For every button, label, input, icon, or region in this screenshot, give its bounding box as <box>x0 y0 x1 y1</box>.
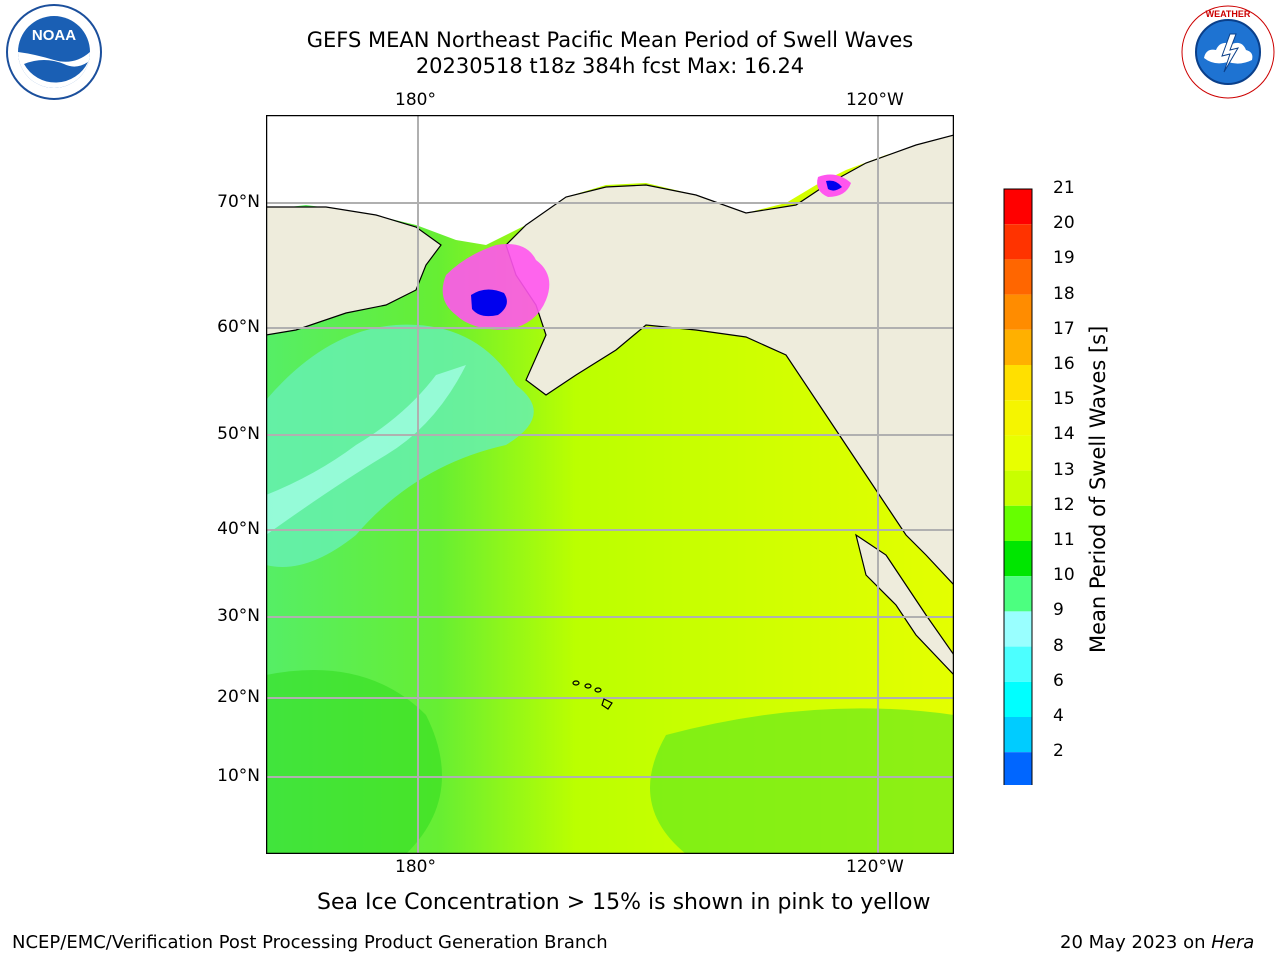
sea-ice-bering <box>442 244 550 330</box>
colorbar-tick-label: 9 <box>1053 600 1064 621</box>
colorbar-tick-label: 21 <box>1053 178 1075 198</box>
green-patch-southeast <box>650 708 954 854</box>
colorbar-tick-label: 14 <box>1053 424 1075 445</box>
colorbar-segment <box>1004 189 1032 225</box>
cyan-patch <box>266 365 466 535</box>
colorbar-segment <box>1004 717 1032 753</box>
colorbar-tick-label: 8 <box>1053 635 1064 656</box>
colorbar-segment <box>1004 541 1032 577</box>
colorbar-segment <box>1004 259 1032 295</box>
colorbar-tick-label: 2 <box>1053 741 1064 762</box>
colorbar-segment <box>1004 400 1032 436</box>
colorbar-segment <box>1004 752 1032 785</box>
colorbar-segment <box>1004 365 1032 401</box>
noaa-logo-text: NOAA <box>32 27 76 44</box>
colorbar-segment <box>1004 224 1032 260</box>
colorbar-tick-label: 16 <box>1053 354 1075 374</box>
colorbar-segment <box>1004 611 1032 647</box>
sea-ice-arctic-core <box>826 180 842 191</box>
colorbar-segment <box>1004 435 1032 471</box>
footer-date: 20 May 2023 on Hera <box>1060 932 1254 953</box>
colorbar-tick-label: 12 <box>1053 494 1075 515</box>
colorbar-segment <box>1004 294 1032 330</box>
lon-label-top-180: 180° <box>395 90 436 110</box>
colorbar <box>1003 188 1033 785</box>
colorbar-tick-label: 20 <box>1053 213 1075 234</box>
colorbar-segment <box>1004 329 1032 365</box>
colorbar-tick-label: 6 <box>1053 670 1064 691</box>
colorbar-segment <box>1004 576 1032 612</box>
colorbar-tick-label: 17 <box>1053 318 1075 339</box>
lon-label-bottom-180: 180° <box>395 857 436 877</box>
cool-patch <box>266 324 534 567</box>
land-siberia <box>266 206 442 336</box>
lat-label-70n: 70°N <box>217 192 260 212</box>
colorbar-segment <box>1004 470 1032 506</box>
footer-machine: Hera <box>1211 932 1255 953</box>
land-north-america <box>505 134 954 586</box>
map-subtitle: 20230518 t18z 384h fcst Max: 16.24 <box>415 54 805 78</box>
colorbar-tick-label: 4 <box>1053 706 1064 726</box>
colorbar-tick-label: 18 <box>1053 283 1075 304</box>
colorbar-tick-label: 15 <box>1053 389 1075 410</box>
sea-ice-note: Sea Ice Concentration > 15% is shown in … <box>317 890 931 915</box>
lat-label-10n: 10°N <box>217 766 260 786</box>
colorbar-tick-label: 11 <box>1053 530 1075 550</box>
lat-label-50n: 50°N <box>217 424 260 444</box>
footer-date-text: 20 May 2023 on <box>1060 932 1206 953</box>
colorbar-tick-label: 19 <box>1053 248 1075 269</box>
nws-logo: WEATHER <box>1181 5 1275 99</box>
svg-text:WEATHER: WEATHER <box>1206 9 1251 19</box>
green-patch-south <box>266 670 442 854</box>
colorbar-segment <box>1004 505 1032 541</box>
colorbar-segment <box>1004 646 1032 682</box>
lon-label-bottom-120w: 120°W <box>846 857 904 877</box>
colorbar-label: Mean Period of Swell Waves [s] <box>1086 325 1110 653</box>
colorbar-tick-label: 10 <box>1053 565 1075 586</box>
footer-credit: NCEP/EMC/Verification Post Processing Pr… <box>12 932 608 953</box>
map-title: GEFS MEAN Northeast Pacific Mean Period … <box>306 28 914 52</box>
land-mexico <box>855 533 954 854</box>
colorbar-tick-label: 13 <box>1053 459 1075 480</box>
gridlines <box>266 115 954 854</box>
lat-label-20n: 20°N <box>217 687 260 707</box>
noaa-logo: NOAA <box>6 4 102 100</box>
sea-ice-core <box>471 289 507 317</box>
colorbar-segment <box>1004 681 1032 717</box>
lat-label-40n: 40°N <box>217 519 260 539</box>
lon-label-top-120w: 120°W <box>846 90 904 110</box>
arctic-white <box>266 115 954 245</box>
hawaii-islands <box>572 680 613 710</box>
swell-period-map <box>266 115 954 854</box>
lat-label-60n: 60°N <box>217 317 260 337</box>
lat-label-30n: 30°N <box>217 606 260 626</box>
